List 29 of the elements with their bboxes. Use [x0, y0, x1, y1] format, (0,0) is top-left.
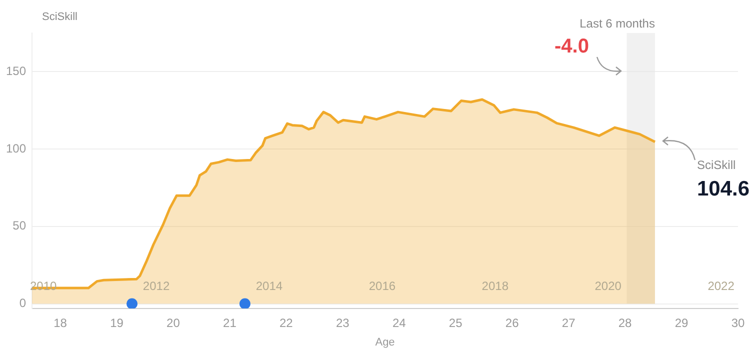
y-tick-label: 0 — [19, 296, 26, 310]
x2-tick-label: 2012 — [142, 279, 170, 294]
x-tick-label: 24 — [392, 316, 406, 330]
annotation: SciSkill — [696, 158, 736, 172]
x-tick-label: 27 — [562, 316, 576, 330]
x-tick-label: 22 — [279, 316, 294, 330]
x-tick-label: 26 — [505, 316, 520, 330]
x-tick-label: 19 — [110, 316, 124, 330]
x2-tick-label: 2018 — [482, 279, 509, 294]
band-label: Last 6 months — [580, 16, 655, 30]
x2-tick-label: 2014 — [256, 279, 283, 294]
x2-tick-label: 2022 — [708, 279, 735, 294]
x-tick-label: 25 — [448, 316, 463, 330]
annotation: 104.6 — [696, 178, 750, 201]
x2-tick-label: 2020 — [594, 279, 622, 294]
x-tick-label: 29 — [674, 316, 689, 330]
y-tick-label: 150 — [6, 64, 26, 78]
x2-tick-label: 2016 — [368, 279, 396, 294]
x-tick-label: 30 — [731, 316, 745, 330]
x-axis-title: Age — [375, 336, 395, 348]
x-tick-label: 18 — [54, 316, 68, 330]
x-tick-label: 23 — [336, 316, 350, 330]
y-tick-label: 100 — [6, 141, 26, 156]
x-tick-label: 28 — [618, 316, 632, 330]
y-axis-title: SciSkill — [42, 11, 78, 24]
y-tick-label: 50 — [12, 218, 26, 233]
annotation: -4.0 — [554, 36, 589, 58]
x-tick-label: 21 — [223, 316, 237, 330]
x-tick-label: 20 — [166, 316, 180, 330]
